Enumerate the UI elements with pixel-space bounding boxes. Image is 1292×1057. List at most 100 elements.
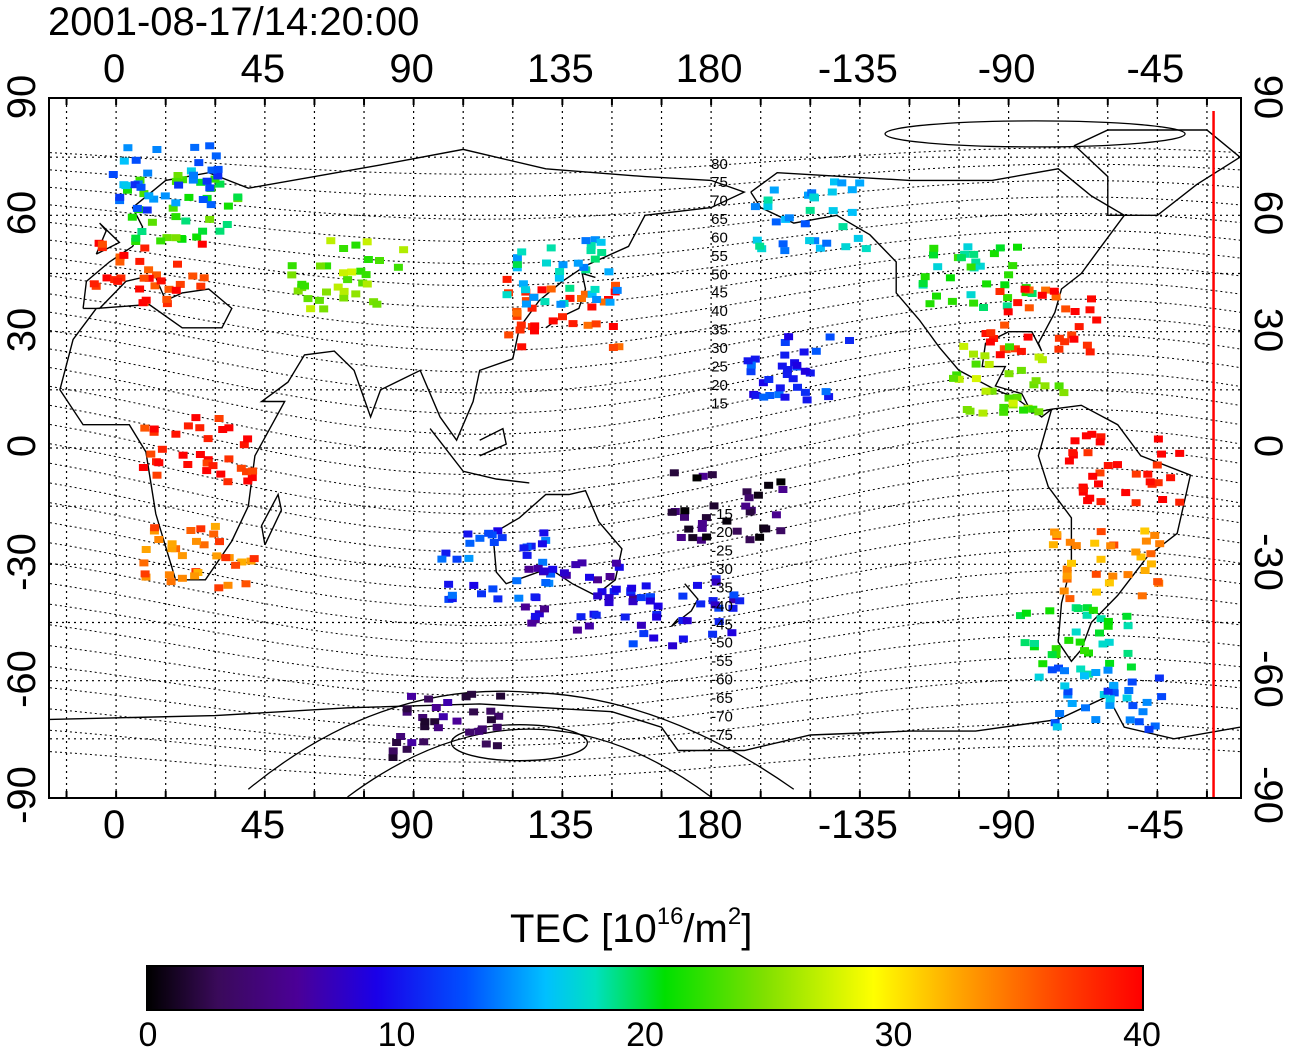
tec-cell [559, 569, 569, 577]
tec-cell [141, 296, 151, 304]
tec-cell [160, 192, 170, 200]
tec-cell [933, 263, 943, 271]
tec-cell [144, 192, 154, 200]
contour-label: 30 [711, 340, 728, 357]
tec-cell [1065, 538, 1075, 546]
tec-cell [1050, 719, 1060, 727]
magnetic-latitude-contour [50, 229, 1240, 287]
tec-cell [215, 180, 225, 188]
south-magnetic-pole-oval [450, 724, 589, 762]
tec-cell [433, 724, 443, 732]
top-lon-label: 0 [102, 47, 126, 91]
tec-cell [139, 190, 149, 198]
tec-cell [461, 693, 471, 701]
tec-cell [1175, 498, 1185, 506]
tec-cell [484, 529, 494, 537]
tec-cell [243, 477, 253, 485]
magnetic-latitude-contour [50, 180, 1240, 220]
tec-cell [1131, 548, 1141, 556]
tec-cell [164, 285, 174, 293]
tec-cell [213, 172, 223, 180]
tec-cell [971, 258, 981, 266]
tec-cell [776, 478, 786, 486]
tec-cell [1150, 722, 1160, 730]
tec-cell [223, 202, 233, 210]
tec-cell [784, 214, 794, 222]
tec-cell [1024, 304, 1034, 312]
tec-cell [233, 193, 243, 201]
tec-cell [800, 367, 810, 375]
tec-cell [746, 368, 756, 376]
tec-cell [1060, 667, 1069, 675]
contour-label: 40 [711, 303, 728, 320]
tec-cell [1067, 700, 1077, 707]
tec-cell [339, 287, 349, 295]
right-lat-label: -60 [1246, 649, 1290, 708]
tec-cell [1152, 461, 1162, 469]
magnetic-latitude-contour [50, 745, 1240, 779]
tec-cell [777, 362, 787, 370]
colorbar [146, 965, 1144, 1011]
tec-cell [585, 573, 594, 581]
tec-cell [171, 430, 181, 438]
tec-cell [590, 236, 600, 244]
tec-cell [590, 285, 600, 293]
tec-cell [805, 369, 815, 377]
tec-cell [147, 218, 157, 226]
tec-cell [502, 275, 512, 283]
tec-cell [1000, 281, 1010, 289]
tec-cell [1047, 666, 1057, 674]
tec-cell [319, 305, 329, 313]
tec-cell [701, 514, 711, 522]
left-lat-label: -90 [0, 766, 44, 824]
left-lat-label: -30 [0, 533, 44, 592]
tec-cell [119, 251, 129, 259]
tec-cell [837, 179, 847, 187]
tec-cell [171, 286, 181, 294]
tec-cell [522, 300, 531, 308]
tec-cell [792, 361, 802, 369]
tec-cell [154, 536, 164, 543]
tec-cell [493, 527, 503, 535]
magnetic-latitude-contour [50, 700, 1240, 747]
tec-cell [710, 601, 720, 609]
contour-label: -35 [711, 579, 733, 596]
tec-cell [620, 613, 630, 621]
tec-cell [212, 552, 222, 560]
contour-label: 25 [711, 358, 728, 375]
tec-cell [1123, 649, 1133, 657]
tec-cell [1067, 559, 1076, 567]
tec-cell [1098, 640, 1108, 648]
tec-cell [1054, 664, 1063, 672]
tec-cell [1088, 606, 1098, 614]
magnetic-latitude-contour [50, 656, 1240, 713]
tec-cell [452, 555, 462, 563]
tec-cell [688, 534, 698, 542]
tec-cell [464, 554, 474, 562]
tec-cell [1123, 622, 1133, 630]
tec-cell [830, 178, 839, 186]
tec-cell [969, 250, 979, 258]
tec-cell [399, 246, 409, 254]
magnetic-latitude-contour [50, 549, 1240, 627]
bottom-lon-label: -135 [817, 803, 898, 847]
tec-cell [1125, 716, 1135, 724]
tec-cell [999, 403, 1009, 411]
tec-cell [1071, 628, 1081, 636]
tec-cell [764, 376, 774, 383]
tec-cell [224, 455, 234, 463]
tec-cell [947, 297, 957, 305]
tec-cell [1016, 347, 1026, 355]
tec-cell [540, 298, 550, 306]
tec-cell [166, 578, 176, 586]
coastline [1037, 404, 1192, 663]
tec-cell [539, 529, 549, 537]
tec-cell [530, 322, 540, 330]
tec-cell [424, 695, 434, 703]
bottom-lon-label: 180 [675, 803, 743, 847]
tec-cell [438, 713, 448, 721]
tec-cell [586, 247, 596, 255]
tec-cell [222, 221, 232, 228]
tec-cell [141, 546, 151, 553]
tec-cell [150, 524, 160, 532]
